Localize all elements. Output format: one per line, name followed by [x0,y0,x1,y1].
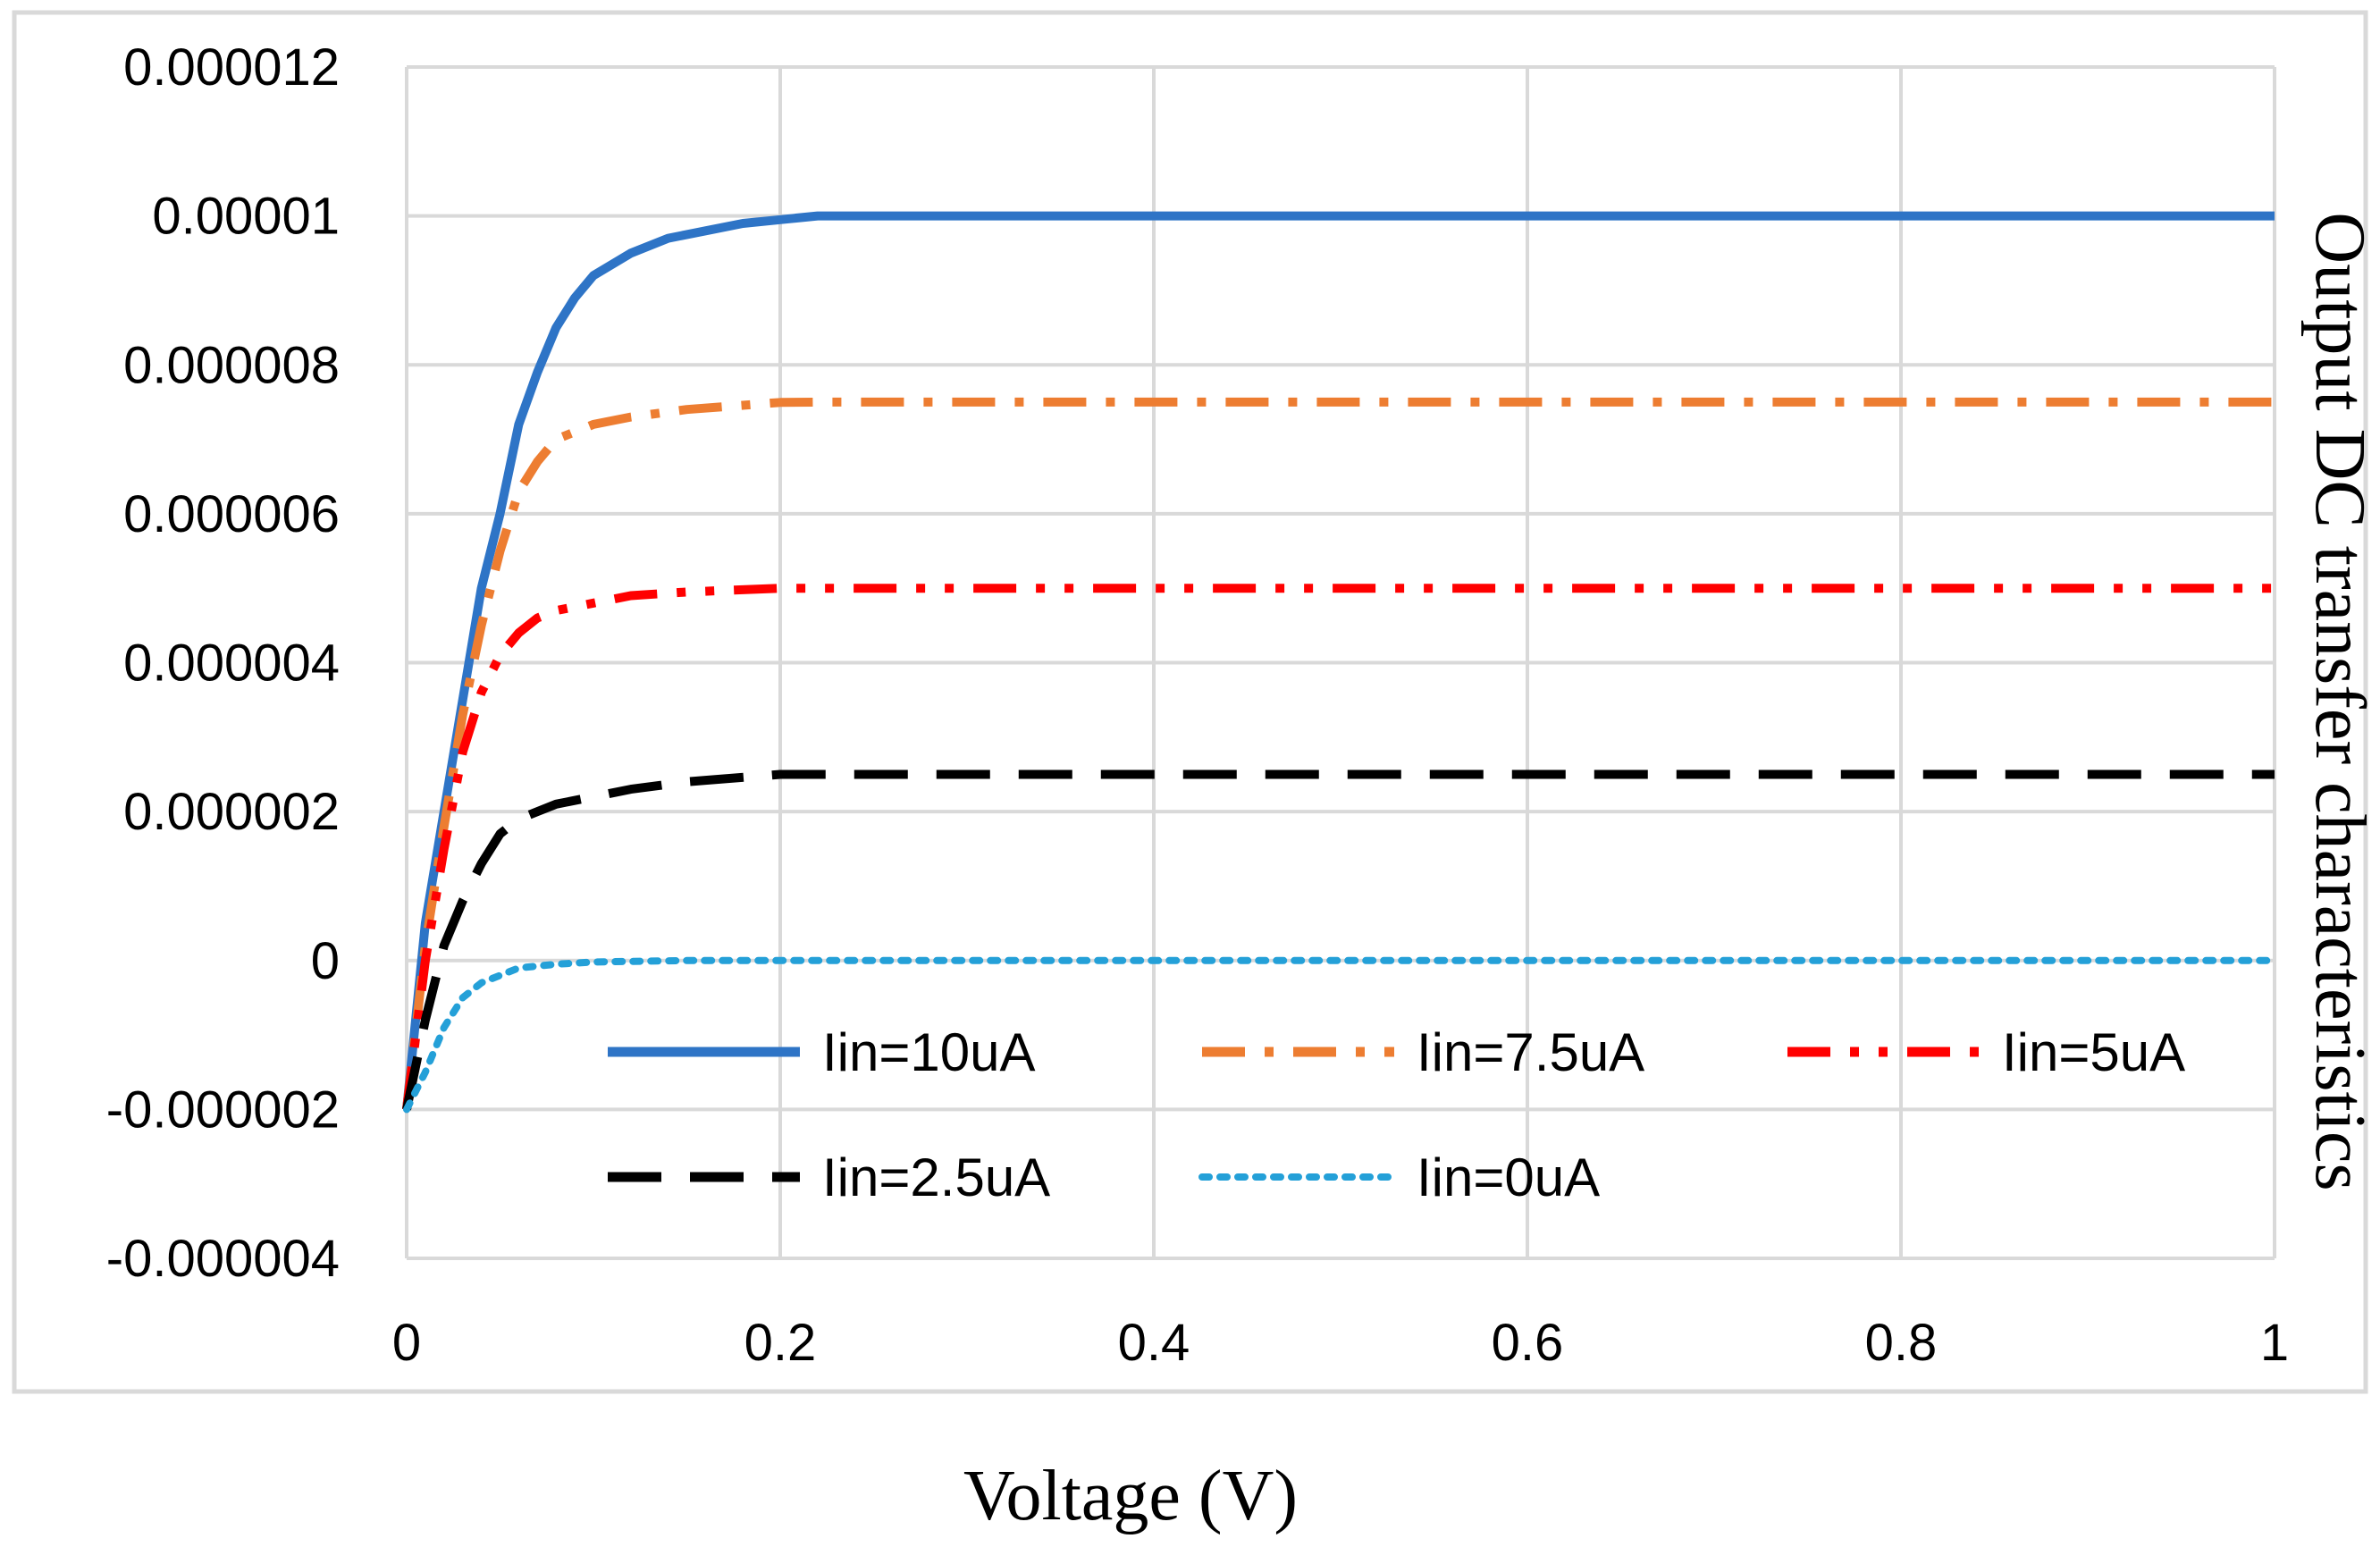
series-line-3 [402,584,2275,1111]
y-axis-title: Output DC transfer characteristics [2300,212,2379,1190]
y-tick-label: 0.00001 [152,188,340,246]
y-tick-label: 0.000002 [123,783,340,841]
x-tick-label: 0 [392,1314,421,1372]
legend-label-1: Iin=10uA [822,1022,1036,1082]
legend-label-2: Iin=7.5uA [1417,1022,1644,1082]
series-line-5 [403,956,2278,1114]
x-axis-title: Voltage (V) [963,1457,1298,1535]
x-axis-ticks: 0 0.2 0.4 0.6 0.8 1 [392,1314,2289,1372]
y-tick-label: 0.000004 [123,635,340,693]
y-axis-ticks: -0.000004 -0.000002 0 0.000002 0.000004 0.000… [106,38,340,1288]
grid-lines [405,65,2276,1260]
y-tick-label: -0.000004 [106,1230,340,1288]
y-tick-label: -0.000002 [106,1080,340,1139]
x-tick-label: 0.2 [744,1314,817,1372]
y-tick-label: 0.000008 [123,336,340,394]
x-tick-label: 0.6 [1492,1314,1564,1372]
series-line-2 [402,397,2275,1110]
y-tick-label: 0 [311,932,340,990]
series-line-4 [402,769,2275,1111]
legend-label-4: Iin=2.5uA [822,1148,1050,1207]
legend-label-5: Iin=0uA [1417,1148,1600,1207]
x-tick-label: 0.8 [1865,1314,1938,1372]
x-tick-label: 0.4 [1118,1314,1190,1372]
x-tick-label: 1 [2260,1314,2289,1372]
legend: Iin=10uA Iin=7.5uA Iin=5uA Iin=2.5uA Iin=0uA [608,1022,2185,1207]
y-tick-label: 0.000006 [123,485,340,543]
y-tick-label: 0.000012 [123,38,340,97]
legend-label-3: Iin=5uA [2002,1022,2185,1082]
series-lines [402,211,2278,1114]
